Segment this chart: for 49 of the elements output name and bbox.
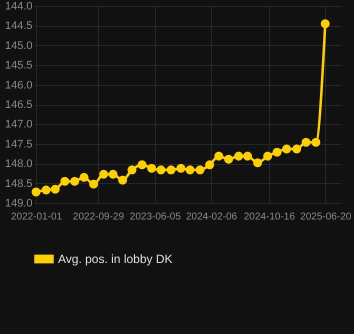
point <box>138 160 147 170</box>
y-tick-label: 144.0 <box>4 0 32 12</box>
point <box>118 176 128 185</box>
point <box>282 144 292 154</box>
point <box>205 160 214 170</box>
point <box>42 186 51 194</box>
y-tick-label: 144.5 <box>4 20 32 32</box>
point <box>263 152 272 161</box>
legend-label: Avg. pos. in lobby DK <box>58 252 173 266</box>
point <box>108 170 118 179</box>
point <box>196 165 205 174</box>
y-tick-label: 148.0 <box>4 158 32 170</box>
y-tick-label: 146.0 <box>4 79 32 92</box>
point <box>32 188 41 196</box>
x-tick-label: 2022-09-29 <box>72 212 124 222</box>
x-tick-label: 2024-10-16 <box>244 212 296 222</box>
y-tick-label: 147.5 <box>4 138 32 150</box>
point <box>186 165 194 174</box>
y-tick-label: 148.5 <box>4 178 32 190</box>
y-tick-label: 145.0 <box>4 40 32 52</box>
point <box>224 154 234 164</box>
point <box>320 19 330 28</box>
point <box>166 165 176 174</box>
point <box>214 152 224 161</box>
x-tick-label: 2022-01-01 <box>10 212 63 222</box>
point <box>176 164 186 173</box>
point <box>243 152 252 161</box>
point <box>99 170 108 179</box>
point <box>302 138 311 147</box>
point <box>253 158 262 168</box>
point <box>128 165 136 174</box>
point <box>89 180 98 189</box>
point <box>70 176 80 186</box>
point <box>50 184 60 194</box>
point <box>292 144 302 154</box>
point <box>80 172 88 182</box>
y-tick-label: 146.5 <box>4 99 32 111</box>
point <box>147 164 156 173</box>
y-tick-label: 147.0 <box>4 118 32 131</box>
point <box>156 165 166 174</box>
point <box>60 176 70 186</box>
x-tick-label: 2023-06-05 <box>130 212 182 222</box>
point <box>272 148 282 157</box>
point <box>234 152 244 161</box>
point <box>311 138 320 147</box>
x-tick-label: 2024-02-06 <box>186 212 238 222</box>
y-tick-label: 145.5 <box>4 60 32 72</box>
x-tick-label: 2025-06-20 <box>300 212 352 222</box>
y-tick-label: 149.0 <box>4 198 32 210</box>
